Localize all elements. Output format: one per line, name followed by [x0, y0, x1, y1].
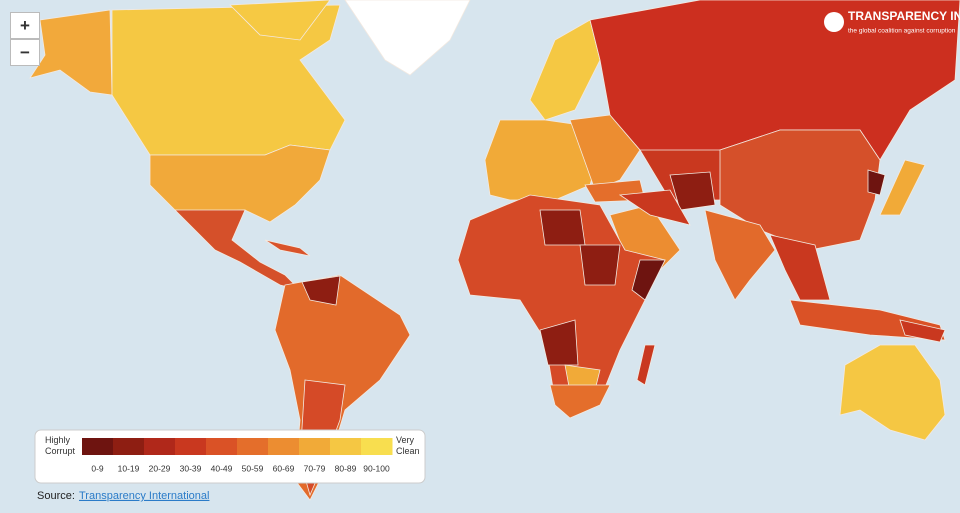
- mexico-central-america: [174, 209, 302, 291]
- congo-angola: [539, 319, 579, 366]
- southeast-asia: [769, 234, 831, 301]
- legend-swatch: [237, 438, 269, 455]
- madagascar: [636, 344, 656, 386]
- legend-label: 0-9: [91, 463, 104, 473]
- canada: [111, 4, 346, 156]
- legend-swatch: [206, 438, 238, 455]
- libya: [539, 209, 586, 246]
- afghanistan: [669, 171, 716, 211]
- legend-label: 10-19: [118, 463, 140, 473]
- scandinavia: [529, 19, 601, 121]
- legend-swatch: [113, 438, 145, 455]
- legend: 0-9 10-19 20-29 30-39 40-49 50-59 60-69 70-79 80…: [82, 438, 393, 473]
- japan: [879, 159, 926, 216]
- somalia: [631, 259, 666, 301]
- legend-label: 70-79: [304, 463, 326, 473]
- legend-low: Highly Corrupt: [45, 435, 76, 456]
- legend-high: Very Clean: [396, 435, 420, 456]
- legend-swatch: [175, 438, 207, 455]
- greenland: [344, 0, 471, 76]
- eastern-europe: [569, 114, 641, 191]
- legend-label: 80-89: [335, 463, 357, 473]
- legend-swatch: [299, 438, 331, 455]
- legend-swatch: [330, 438, 362, 455]
- logo-icon: [824, 12, 844, 32]
- iran-iraq: [618, 189, 691, 226]
- usa: [149, 144, 331, 223]
- logo-tagline: the global coalition against corruption: [848, 28, 956, 35]
- legend-box: [34, 429, 426, 484]
- north-korea: [867, 169, 886, 196]
- china: [719, 129, 881, 251]
- caribbean: [264, 239, 311, 257]
- zoom-out[interactable]: −: [10, 39, 40, 66]
- legend-label: 30-39: [180, 463, 202, 473]
- legend-swatch: [82, 438, 114, 455]
- legend-label: 50-59: [242, 463, 264, 473]
- legend-swatch: [268, 438, 300, 455]
- south-africa: [549, 384, 611, 419]
- australia: [839, 344, 946, 441]
- canada-islands: [229, 0, 331, 41]
- legend-label: 60-69: [273, 463, 295, 473]
- zoom-in[interactable]: +: [10, 12, 40, 39]
- alaska: [29, 9, 113, 96]
- source-link[interactable]: Transparency International: [79, 490, 209, 502]
- legend-label: 20-29: [149, 463, 171, 473]
- papua: [899, 319, 946, 343]
- venezuela: [301, 275, 341, 306]
- legend-label: 40-49: [211, 463, 233, 473]
- legend-swatch: [144, 438, 176, 455]
- india: [704, 209, 776, 301]
- sudan: [579, 244, 621, 286]
- logo-name: TRANSPARENCY INTERNATIONAL: [848, 9, 960, 23]
- legend-swatch: [361, 438, 393, 455]
- legend-label: 90-100: [363, 463, 390, 473]
- source-prefix: Source:: [37, 490, 75, 502]
